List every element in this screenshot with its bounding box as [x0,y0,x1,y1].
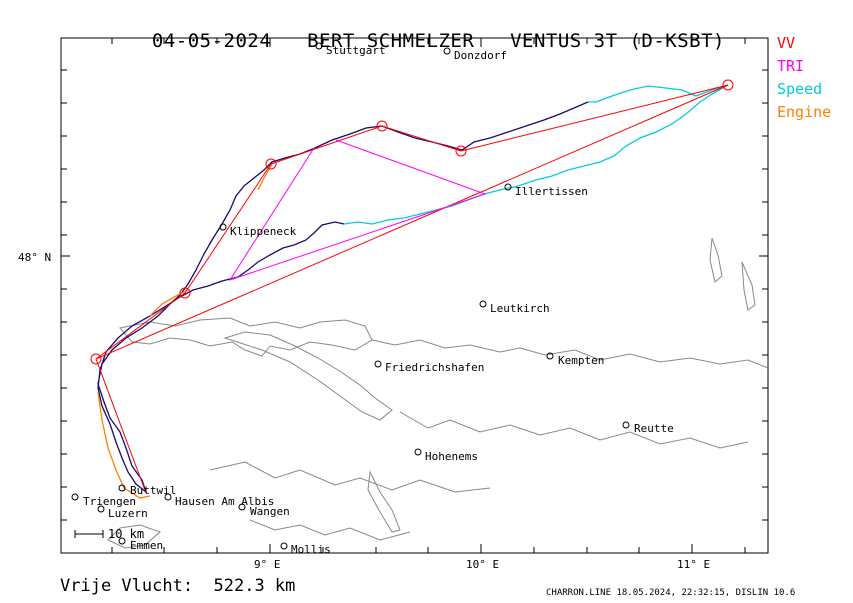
place-label-wangen: Wangen [250,505,290,518]
place-label-buttwil: Buttwil [130,484,176,497]
border-line-south [399,411,749,449]
glider-name: VENTUS 3T (D-KSBT) [510,30,725,52]
place-label-leutkirch: Leutkirch [490,302,550,315]
border-line-swiss [209,461,491,493]
place-label-emmen: Emmen [130,539,163,552]
place-markers [71,42,630,550]
map-title: 04-05-2024 BERT SCHMELZER VENTUS 3T (D-K… [0,8,853,52]
triangle-legs [228,139,487,281]
place-label-illertissen: Illertissen [515,185,588,198]
free-flight-legs [95,84,729,494]
border-outline [119,317,373,357]
place-label-mollis: Mollis [291,543,331,556]
x-tick-11e: 11° E [677,558,710,571]
legend-speed: Speed [777,80,823,98]
legend-tri: TRI [777,57,805,75]
engine-track [97,163,273,499]
place-label-hausen-am-albis: Hausen Am Albis [175,495,274,508]
x-tick-9e: 9° E [254,558,281,571]
turnpoint-circles [90,79,734,365]
border-line-swiss-south [249,519,411,541]
frame-ticks [61,38,768,553]
border-line-east [371,339,769,369]
y-tick-48n: 48° N [18,251,51,264]
legend-vv: VV [777,34,796,52]
place-label-hohenems: Hohenems [425,450,478,463]
pilot-name: BERT SCHMELZER [307,30,475,52]
map-frame [60,37,769,554]
place-label-klippeneck: Klippeneck [230,225,297,238]
x-tick-10e: 10° E [466,558,499,571]
credit-line: CHARRON.LINE 18.05.2024, 22:32:15, DISLI… [546,588,796,598]
place-label-luzern: Luzern [108,507,148,520]
place-label-stuttgart: Stuttgart [326,44,386,57]
flight-date: 04-05-2024 [151,30,272,52]
legend-engine: Engine [777,103,832,121]
place-label-triengen: Triengen [83,495,136,508]
place-label-friedrichshafen: Friedrichshafen [385,361,484,374]
lake-zurich [367,470,401,533]
lake-starnberg [741,261,756,311]
lake-ammersee [709,237,723,283]
geo-outlines [107,237,769,549]
place-label-kempten: Kempten [558,354,604,367]
free-flight-distance: Vrije Vlucht: 522.3 km [60,576,296,596]
lake-constance [223,331,393,421]
place-label-reutte: Reutte [634,422,674,435]
lake-lucerne [107,524,161,549]
place-label-donzdorf: Donzdorf [454,49,507,62]
speed-track [343,84,729,225]
scale-bar [74,530,104,538]
flight-track [97,101,589,494]
scale-bar-label: 10 km [108,527,144,541]
